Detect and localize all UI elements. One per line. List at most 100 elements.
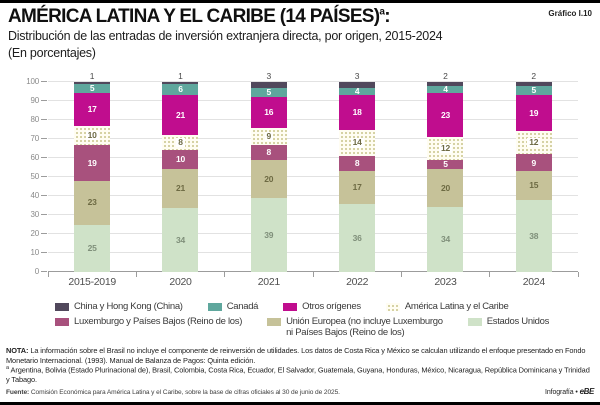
x-axis-tick (312, 272, 314, 277)
gridline (48, 214, 578, 215)
gridline (48, 81, 578, 82)
y-axis-label: 10 (30, 248, 40, 257)
x-axis-tick (577, 272, 579, 277)
source-row: Fuente: Comisión Económica para América … (6, 387, 594, 397)
bar-segment-china-hong-kong (74, 82, 111, 84)
bar-group-2022: 36 17 8 14 18 4 3 (313, 71, 401, 272)
y-axis-tick (41, 252, 47, 253)
y-axis-label: 80 (30, 115, 40, 124)
bar-segment-luxemburgo-paises-bajos: 19 (74, 144, 111, 181)
segment-value-label: 19 (529, 108, 539, 119)
bar-segment-union-europea: 21 (162, 168, 199, 209)
nota-line: NOTA: La información sobre el Brasil no … (6, 346, 594, 365)
x-axis-label-2015-2019: 2015-2019 (68, 276, 116, 288)
gridline (48, 119, 578, 120)
y-axis-label: 100 (26, 77, 39, 86)
notes-block: NOTA: La información sobre el Brasil no … (6, 346, 594, 397)
bar-segment-america-latina-caribe: 12 (427, 137, 464, 160)
segment-value-label: 21 (175, 183, 186, 194)
bar-segment-otros-origenes: 18 (339, 95, 376, 130)
title-suffix: : (384, 6, 390, 27)
bar-segment-china-hong-kong (162, 82, 199, 84)
bar-segment-otros-origenes: 16 (250, 97, 287, 128)
y-axis-tick (41, 138, 47, 139)
legend-item-america-latina-caribe: América Latina y el Caribe (385, 301, 509, 313)
gridline (48, 195, 578, 196)
credit-line: Infografía • eBE (545, 387, 594, 397)
segment-value-label: 2 (531, 71, 537, 82)
segment-value-label: 10 (85, 129, 99, 140)
footnote-marker: a (6, 365, 9, 372)
bar-segment-canada: 5 (515, 85, 552, 96)
stacked-bar: 36 17 8 14 18 4 3 (339, 71, 376, 272)
x-axis-label-2022: 2022 (346, 276, 369, 288)
legend-label: Otros orígenes (302, 301, 361, 312)
y-axis-tick (41, 214, 47, 215)
legend-swatch-estados-unidos (467, 317, 482, 326)
segment-value-label: 23 (87, 197, 97, 208)
segment-value-label: 20 (264, 173, 274, 184)
legend-swatch-union-europea (267, 317, 282, 326)
bar-segment-canada: 4 (427, 85, 464, 94)
bar-segment-estados-unidos: 34 (427, 207, 464, 272)
y-axis-tick (41, 271, 47, 272)
bar-segment-estados-unidos: 38 (515, 199, 552, 272)
bar-segment-estados-unidos: 34 (162, 208, 199, 272)
legend-label: China y Hong Kong (China) (74, 301, 183, 312)
legend-label: Canadá (226, 301, 259, 312)
bar-segment-america-latina-caribe: 8 (162, 134, 199, 150)
segment-value-label: 1 (178, 71, 183, 82)
segment-value-label: 8 (176, 136, 185, 147)
segment-value-label: 34 (440, 234, 450, 245)
gridline (48, 233, 578, 234)
bars-container: 25 23 19 10 17 5 1 34 21 10 8 21 6 1 39 20 8 9 16 5 3 36 17 8 14… (48, 71, 578, 272)
plot-area: 0 10 20 30 40 50 60 70 80 90 100 25 23 19 10 17 5 1 34 21 10… (26, 71, 579, 277)
chart-unit-line: (En porcentajes) (8, 45, 96, 60)
stacked-bar: 34 20 5 12 23 4 2 (427, 71, 464, 272)
segment-value-label: 39 (264, 229, 274, 240)
fuente-label: Fuente: (6, 388, 30, 396)
y-axis-label: 90 (30, 96, 40, 105)
y-axis-tick (41, 195, 47, 196)
bar-segment-china-hong-kong (250, 82, 287, 88)
bar-segment-otros-origenes: 19 (515, 95, 552, 132)
bar-segment-canada: 6 (162, 83, 199, 96)
segment-value-label: 4 (354, 86, 360, 97)
bar-segment-luxemburgo-paises-bajos: 8 (339, 156, 376, 172)
bar-segment-estados-unidos: 36 (339, 203, 376, 272)
gridline (48, 157, 578, 158)
x-axis-tick (400, 272, 402, 277)
x-axis-tick (135, 272, 137, 277)
bar-group-2020: 34 21 10 8 21 6 1 (136, 71, 224, 272)
segment-value-label: 9 (531, 157, 537, 168)
bar-group-2023: 34 20 5 12 23 4 2 (401, 71, 489, 272)
footnote-line: a Argentina, Bolivia (Estado Plurinacion… (6, 365, 594, 385)
bar-segment-otros-origenes: 23 (427, 93, 464, 138)
segment-value-label: 2 (443, 71, 448, 82)
stacked-bar-chart: 0 10 20 30 40 50 60 70 80 90 100 25 23 19 10 17 5 1 34 21 10… (0, 67, 600, 297)
segment-value-label: 12 (438, 142, 452, 154)
chart-legend: China y Hong Kong (China) Canadá Otros orí… (55, 301, 592, 343)
bar-segment-estados-unidos: 39 (250, 197, 287, 272)
segment-value-label: 6 (178, 84, 183, 95)
legend-swatch-china-hong-kong (55, 303, 69, 311)
segment-value-label: 5 (89, 83, 95, 94)
bar-segment-otros-origenes: 17 (74, 93, 111, 126)
bar-segment-america-latina-caribe: 10 (74, 125, 111, 145)
bar-segment-union-europea: 23 (74, 180, 111, 225)
segment-value-label: 36 (352, 232, 362, 243)
x-axis-label-2023: 2023 (434, 276, 457, 288)
segment-value-label: 10 (175, 153, 186, 164)
bar-segment-otros-origenes: 21 (162, 95, 199, 135)
segment-value-label: 12 (527, 137, 541, 148)
bar-group-2024: 38 15 9 12 19 5 2 (490, 71, 578, 272)
gridline (48, 138, 578, 139)
segment-value-label: 25 (87, 243, 97, 253)
segment-value-label: 20 (440, 183, 450, 194)
gridline (48, 271, 578, 272)
fuente-text: Comisión Económica para América Latina y… (30, 388, 340, 396)
bar-group-2021: 39 20 8 9 16 5 3 (225, 71, 313, 272)
legend-swatch-canada (207, 303, 222, 311)
bar-segment-union-europea: 17 (339, 171, 376, 204)
segment-value-label: 3 (266, 71, 272, 82)
